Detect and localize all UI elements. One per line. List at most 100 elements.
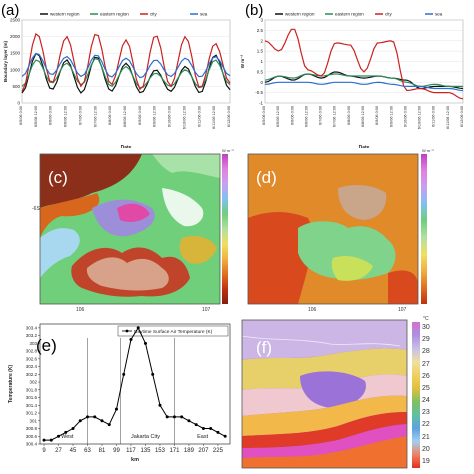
temperature-point	[100, 419, 104, 423]
x-tick-label: 6/5/06 0:00	[262, 106, 266, 125]
svg-text:106: 106	[308, 307, 317, 313]
legend-box	[117, 325, 229, 337]
x-tick-label: 6/6/06 12:00	[64, 106, 68, 127]
panel-a-label: (a)	[1, 2, 20, 19]
temperature-point	[223, 434, 227, 438]
temperature-point	[158, 403, 162, 407]
panel-a: (a) 0 500 1000 1500 2000 2500 6/5/06 0:00 6/5/0…	[0, 0, 237, 152]
temperature-point	[122, 372, 126, 376]
legend-label: city	[150, 12, 158, 17]
panel-e-label: (e)	[36, 336, 57, 355]
x-tick-label: 6/5/06 0:00	[19, 106, 23, 125]
y-tick-label: 301.6	[26, 395, 38, 400]
x-tick-label: 63	[84, 448, 91, 454]
y-axis-title: Temperature (K)	[8, 365, 14, 404]
legend-label: sea	[435, 12, 443, 17]
annotation-city: Jakarta City	[131, 434, 160, 440]
temperature-point	[143, 341, 147, 345]
x-tick-label: 207	[198, 448, 209, 454]
x-tick-label: 6/11/06 12:00	[212, 106, 216, 129]
colorbar-tick-label: 28	[422, 348, 430, 356]
panel-c-label: (c)	[48, 168, 68, 187]
temperature-point	[216, 430, 220, 434]
legend-label: western region	[50, 12, 80, 17]
x-tick-label: 6/12/06 0:00	[460, 106, 464, 127]
y-tick-label: 303.4	[26, 325, 38, 330]
x-tick-label: 6/7/06 12:00	[333, 106, 337, 127]
y-tick-label: 1	[260, 59, 263, 64]
x-tick-label: 6/5/06 12:00	[34, 106, 38, 127]
y-tick-label: 300.4	[26, 442, 38, 447]
y-tick-label: 2000	[10, 34, 21, 39]
series-line-western-region	[21, 52, 231, 94]
y-tick-label: 302	[29, 380, 37, 385]
legend-label: eastern region	[335, 12, 364, 17]
x-tick-label: 6/7/06 0:00	[319, 106, 323, 125]
y-tick-label: -0.5	[255, 90, 263, 95]
colorbar-tick-label: 26	[422, 372, 430, 380]
x-tick-label: 6/8/06 0:00	[347, 106, 351, 125]
temperature-point	[129, 337, 133, 341]
x-tick-label: 135	[140, 448, 151, 454]
sensible-heat-flux-map: -6S 106 107	[12, 148, 237, 313]
plot-area	[39, 323, 231, 445]
y-tick-label: 0	[17, 101, 20, 106]
x-tick-label: 6/10/06 0:00	[168, 106, 172, 127]
legend-label: city	[385, 12, 393, 17]
colorbar-tick-label: 30	[422, 324, 430, 331]
plot-area	[21, 19, 231, 104]
x-tick-label: 6/9/06 0:00	[375, 106, 379, 125]
temperature-point	[49, 438, 53, 442]
x-tick-label: 6/10/06 0:00	[403, 106, 407, 127]
panel-b-label: (b)	[245, 2, 264, 19]
colorbar-tick-label: 21	[422, 433, 430, 441]
temperature-point	[172, 415, 176, 419]
panel-f: (f) 30 29 28 27 26 25 24 23 22 21 20 19 °C	[240, 316, 474, 474]
y-tick-label: 303	[29, 341, 37, 346]
x-tick-label: 6/9/06 12:00	[389, 106, 393, 127]
legend-label: Daytime Surface Air Temperature (K)	[134, 329, 213, 335]
x-tick-label: 6/8/06 0:00	[108, 106, 112, 125]
y-tick-label: 301	[29, 418, 37, 423]
panel-d-unit: W m⁻²	[422, 148, 434, 153]
panel-e: 300.4 300.6 300.8 301 301.2 301.4 301.6 301.8 30…	[0, 316, 238, 474]
panel-d-colorbar	[421, 154, 427, 304]
y-tick-label: 302.8	[26, 349, 38, 354]
x-tick-label: 27	[55, 448, 62, 454]
series-line-city	[21, 32, 231, 92]
temperature-point	[209, 427, 213, 431]
temperature-point	[194, 423, 198, 427]
x-tick-label: 153	[155, 448, 166, 454]
temperature-map	[240, 316, 474, 474]
series-line-city	[264, 28, 464, 100]
y-tick-label: 301.8	[26, 387, 38, 392]
y-tick-label: 2	[260, 38, 263, 43]
series-line-eastern-region	[264, 73, 463, 88]
y-tick-label: 2500	[10, 18, 21, 23]
latent-heat-flux-map: 106 107	[238, 148, 474, 313]
x-tick-label: 9	[42, 448, 46, 454]
svg-text:107: 107	[398, 307, 407, 313]
panel-f-unit: °C	[423, 316, 429, 322]
x-tick-label: 6/8/06 12:00	[123, 106, 127, 127]
panel-c-unit: W m⁻²	[222, 148, 234, 153]
temperature-point	[165, 415, 169, 419]
heat-flux-chart: -1 -0.5 0 0.5 1 1.5 2 2.5 3 6/5/06 0:00 6/5/06 12:…	[240, 12, 464, 152]
series-line-sea	[21, 52, 231, 79]
temperature-point	[151, 372, 155, 376]
panel-c-colorbar	[222, 154, 228, 304]
y-tick-label: 1000	[10, 67, 21, 72]
x-tick-label: 45	[70, 448, 77, 454]
x-tick-label: 6/6/06 0:00	[49, 106, 53, 125]
colorbar-tick-label: 22	[422, 421, 430, 429]
y-tick-label: 1.5	[257, 49, 264, 54]
panel-b: (b) -1 -0.5 0 0.5 1 1.5 2 2.5 3 6/5/06 0:00 6/5/06…	[237, 0, 474, 152]
x-tick-label: 6/9/06 12:00	[153, 106, 157, 127]
temperature-point	[71, 427, 75, 431]
y-tick-label: 301.2	[26, 411, 38, 416]
panel-d-label: (d)	[256, 168, 277, 187]
temperature-point	[64, 430, 68, 434]
y-axis-title: Boundary layer (m)	[3, 40, 8, 82]
panel-c: -6S 106 107 (c) W m⁻²	[12, 148, 237, 313]
svg-text:107: 107	[202, 307, 211, 313]
